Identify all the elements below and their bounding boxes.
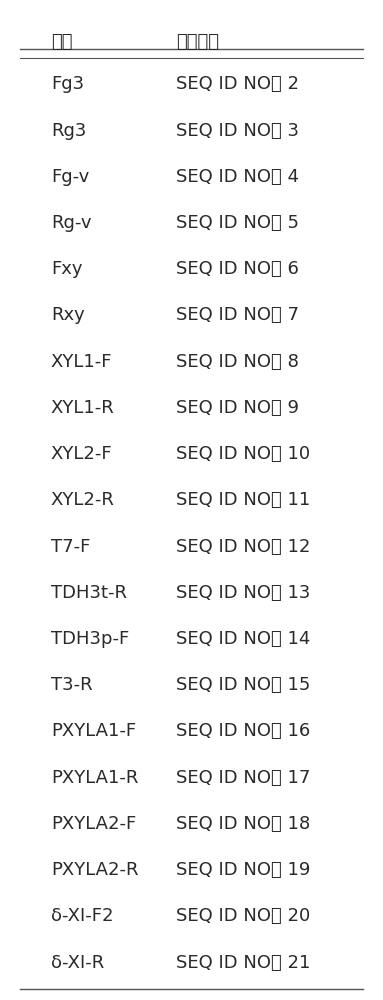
Text: SEQ ID NO： 12: SEQ ID NO： 12 [176, 538, 311, 556]
Text: SEQ ID NO： 20: SEQ ID NO： 20 [176, 907, 311, 925]
Text: XYL1-F: XYL1-F [51, 353, 112, 371]
Text: SEQ ID NO： 15: SEQ ID NO： 15 [176, 676, 311, 694]
Text: T3-R: T3-R [51, 676, 92, 694]
Text: SEQ ID NO： 18: SEQ ID NO： 18 [176, 815, 311, 833]
Text: SEQ ID NO： 16: SEQ ID NO： 16 [176, 722, 311, 740]
Text: TDH3t-R: TDH3t-R [51, 584, 127, 602]
Text: SEQ ID NO： 7: SEQ ID NO： 7 [176, 306, 299, 324]
Text: SEQ ID NO： 3: SEQ ID NO： 3 [176, 122, 299, 140]
Text: SEQ ID NO： 9: SEQ ID NO： 9 [176, 399, 299, 417]
Text: δ-XI-R: δ-XI-R [51, 954, 104, 972]
Text: SEQ ID NO： 10: SEQ ID NO： 10 [176, 445, 310, 463]
Text: 碱基序列: 碱基序列 [176, 33, 219, 51]
Text: Fg3: Fg3 [51, 75, 84, 93]
Text: PXYLA2-R: PXYLA2-R [51, 861, 138, 879]
Text: SEQ ID NO： 6: SEQ ID NO： 6 [176, 260, 299, 278]
Text: PXYLA1-F: PXYLA1-F [51, 722, 136, 740]
Text: SEQ ID NO： 4: SEQ ID NO： 4 [176, 168, 299, 186]
Text: Fxy: Fxy [51, 260, 82, 278]
Text: Fg-v: Fg-v [51, 168, 89, 186]
Text: SEQ ID NO： 19: SEQ ID NO： 19 [176, 861, 311, 879]
Text: SEQ ID NO： 21: SEQ ID NO： 21 [176, 954, 311, 972]
Text: 名称: 名称 [51, 33, 72, 51]
Text: TDH3p-F: TDH3p-F [51, 630, 129, 648]
Text: Rxy: Rxy [51, 306, 85, 324]
Text: Rg3: Rg3 [51, 122, 86, 140]
Text: XYL2-F: XYL2-F [51, 445, 113, 463]
Text: XYL2-R: XYL2-R [51, 491, 115, 509]
Text: SEQ ID NO： 14: SEQ ID NO： 14 [176, 630, 311, 648]
Text: SEQ ID NO： 5: SEQ ID NO： 5 [176, 214, 299, 232]
Text: SEQ ID NO： 17: SEQ ID NO： 17 [176, 769, 311, 787]
Text: SEQ ID NO： 8: SEQ ID NO： 8 [176, 353, 299, 371]
Text: δ-XI-F2: δ-XI-F2 [51, 907, 113, 925]
Text: PXYLA1-R: PXYLA1-R [51, 769, 138, 787]
Text: XYL1-R: XYL1-R [51, 399, 115, 417]
Text: SEQ ID NO： 13: SEQ ID NO： 13 [176, 584, 311, 602]
Text: Rg-v: Rg-v [51, 214, 91, 232]
Text: T7-F: T7-F [51, 538, 90, 556]
Text: SEQ ID NO： 2: SEQ ID NO： 2 [176, 75, 299, 93]
Text: SEQ ID NO： 11: SEQ ID NO： 11 [176, 491, 311, 509]
Text: PXYLA2-F: PXYLA2-F [51, 815, 136, 833]
